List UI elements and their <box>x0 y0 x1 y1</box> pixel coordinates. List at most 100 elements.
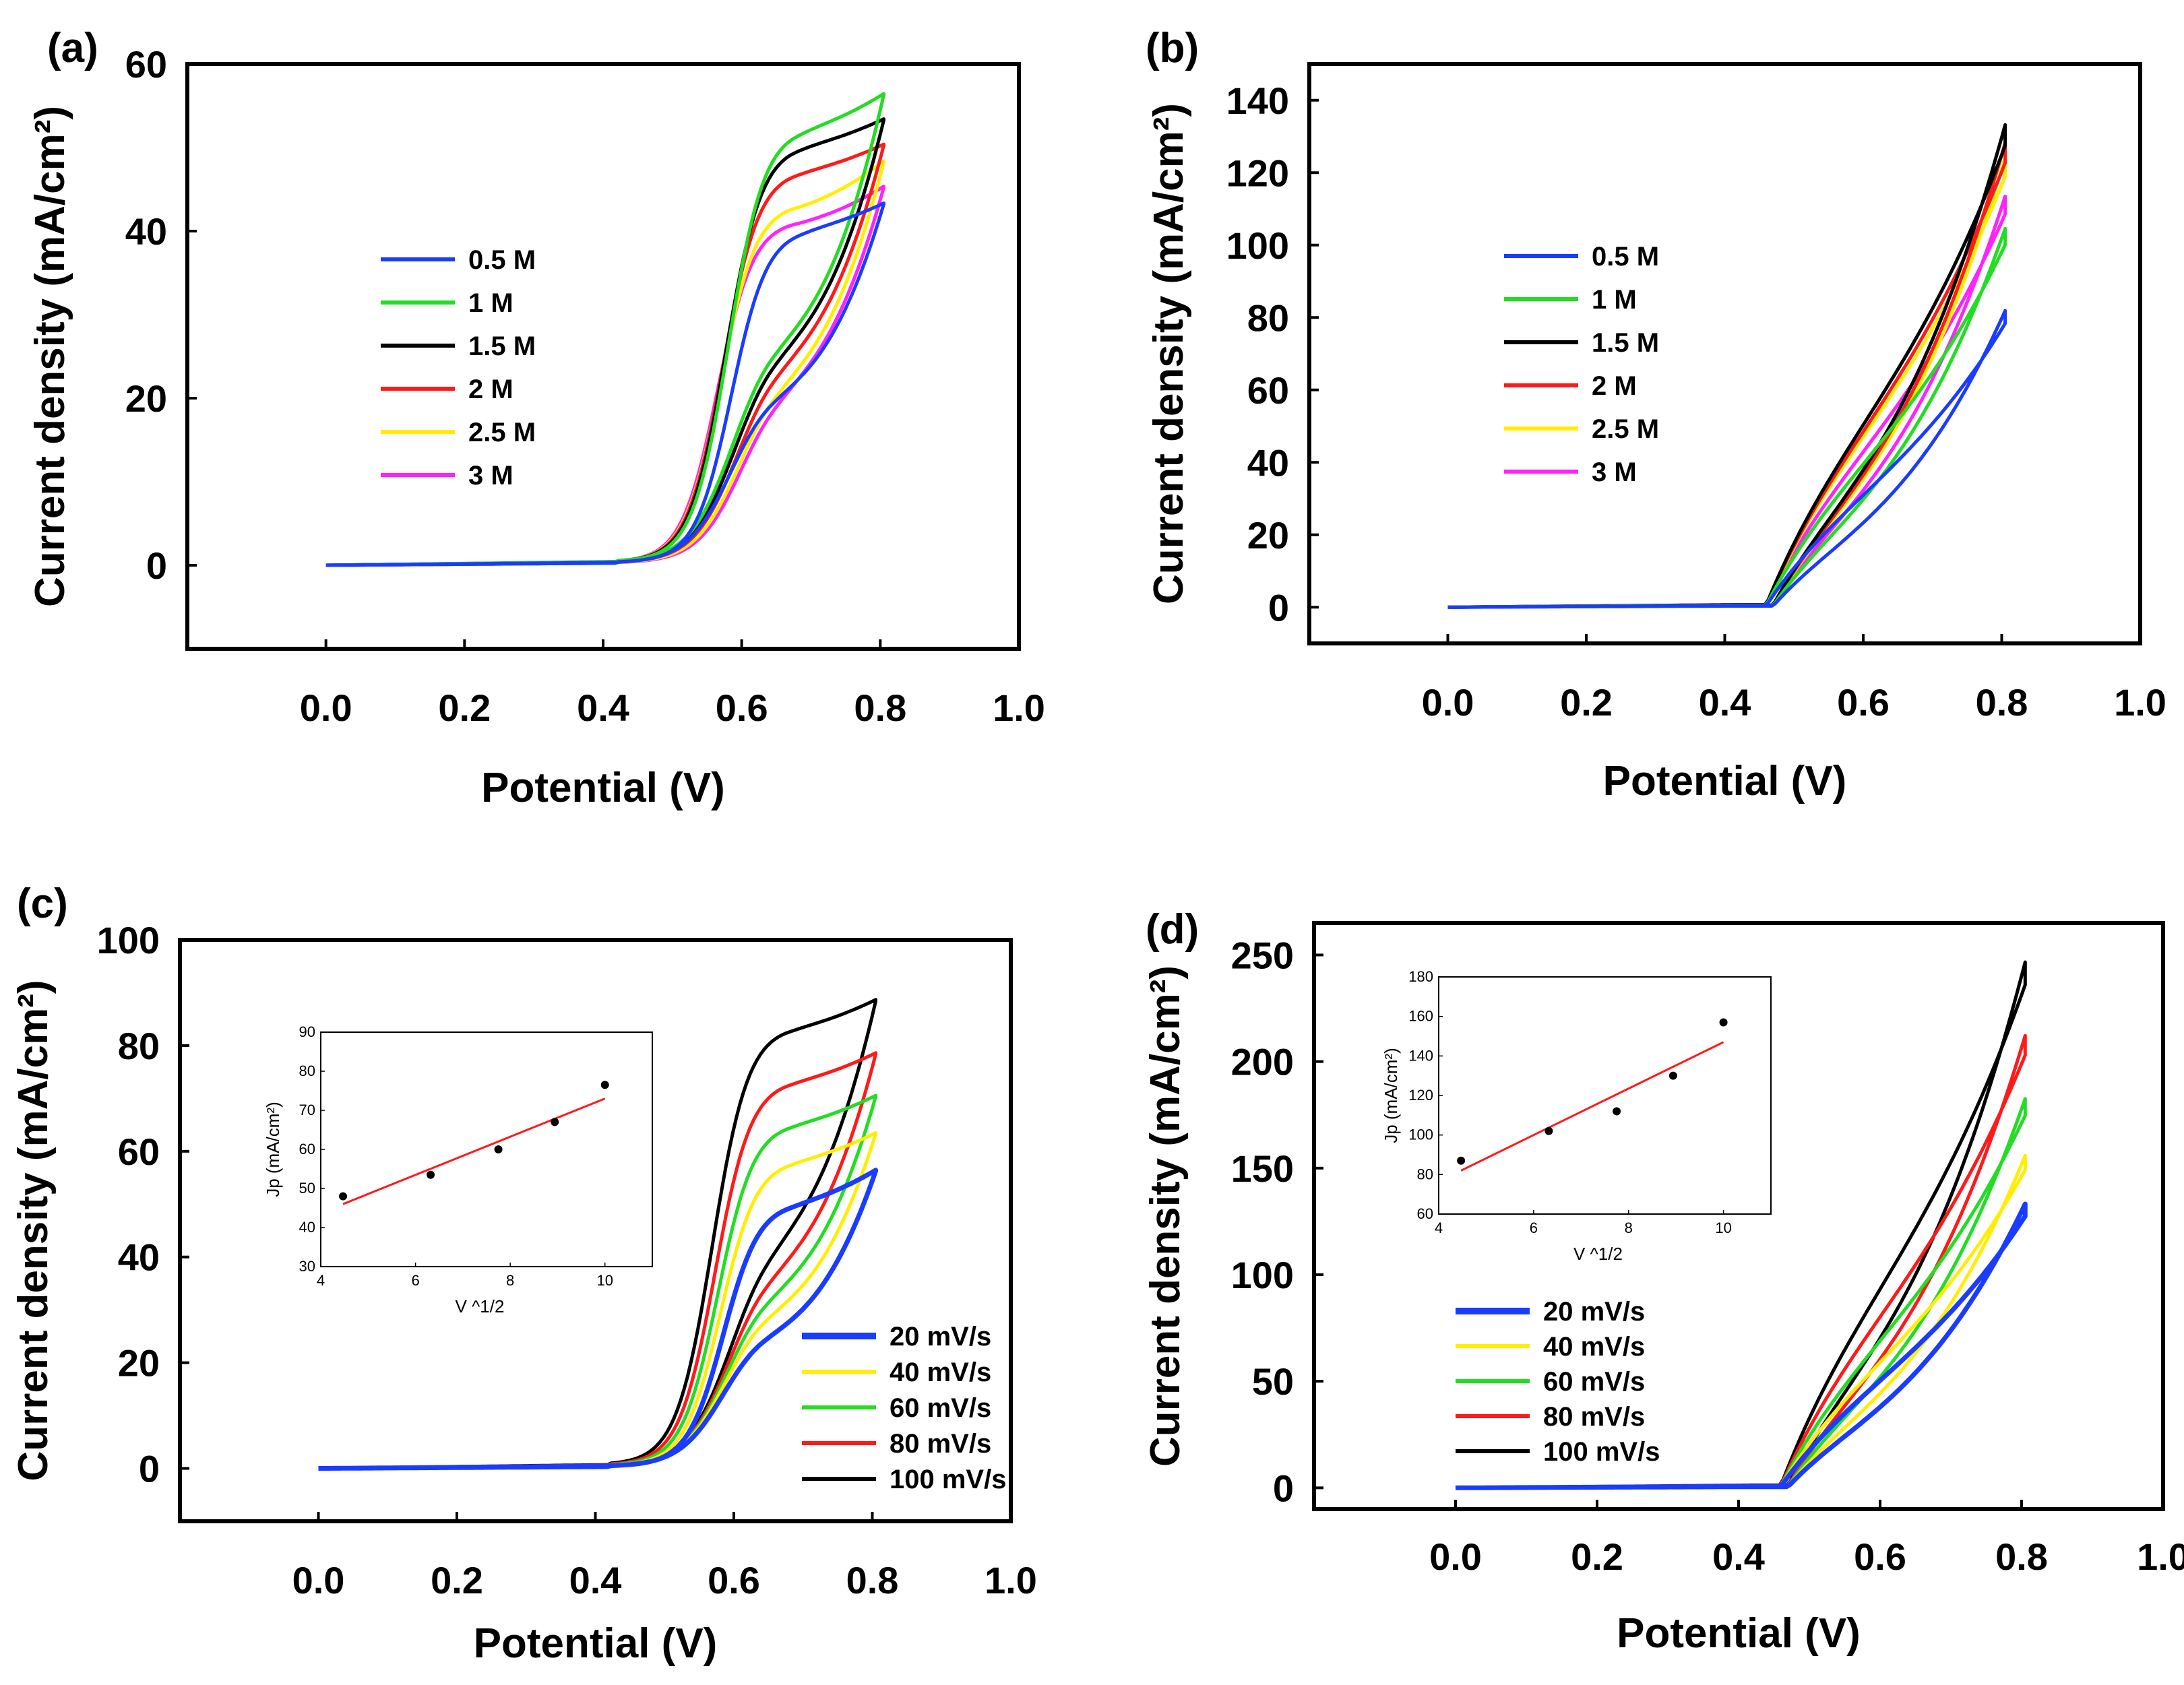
inset-x-tick-label: 6 <box>1530 1219 1538 1236</box>
legend-label: 80 mV/s <box>890 1429 991 1459</box>
x-tick-label: 0.4 <box>1699 681 1751 724</box>
inset-plot: 30 40 50 60 70 80 90 4 6 8 10 V ^1/2 Jp (mA/cm²) <box>263 1023 653 1316</box>
inset-y-tick-label: 80 <box>1417 1166 1433 1182</box>
inset-x-tick-label: 8 <box>506 1272 514 1289</box>
panel-label: (c) <box>17 881 68 927</box>
y-tick-label: 20 <box>125 377 167 420</box>
legend-label: 0.5 M <box>468 245 536 275</box>
inset-data-point <box>427 1170 435 1179</box>
inset-data-point <box>551 1118 559 1126</box>
y-tick-label: 100 <box>97 919 160 961</box>
legend-label: 1.5 M <box>468 331 536 361</box>
series-line-2-5-m <box>1447 155 2007 609</box>
inset-x-axis-title: V ^1/2 <box>1573 1244 1623 1264</box>
y-tick-label: 60 <box>118 1131 160 1173</box>
inset-x-tick-label: 10 <box>1715 1219 1731 1236</box>
series-line-1-m <box>325 92 885 567</box>
panel-b: (b) 0 20 40 60 80 100 120 140 0.0 0.2 0.4 0.6 0.8 1.0 P… <box>1146 25 2166 804</box>
legend-label: 100 mV/s <box>890 1465 1006 1494</box>
legend-label: 0.5 M <box>1592 242 1659 272</box>
legend-label: 2 M <box>468 375 513 404</box>
y-tick-label: 50 <box>1252 1360 1294 1403</box>
legend-label: 100 mV/s <box>1543 1437 1660 1467</box>
inset-data-point <box>1545 1126 1553 1135</box>
inset-x-tick-label: 8 <box>1625 1219 1633 1236</box>
inset-y-tick-label: 60 <box>1417 1205 1433 1222</box>
legend-label: 40 mV/s <box>890 1358 991 1387</box>
inset-x-axis-title: V ^1/2 <box>456 1296 505 1316</box>
inset-data-point <box>1668 1071 1677 1080</box>
series-line-20-mv-s <box>1455 1201 2028 1490</box>
y-axis-title: Current density (mA/cm²) <box>1142 965 1189 1467</box>
inset-x-tick-label: 4 <box>1435 1219 1443 1236</box>
legend-label: 1.5 M <box>1592 328 1659 358</box>
x-tick-label: 1.0 <box>2137 1535 2184 1578</box>
inset-y-tick-label: 180 <box>1408 968 1433 985</box>
series-line-1-m <box>1447 226 2007 609</box>
legend-label: 60 mV/s <box>890 1393 991 1423</box>
y-tick-label: 150 <box>1231 1147 1294 1190</box>
y-axis-title: Current density (mA/cm²) <box>1146 103 1192 604</box>
inset-frame <box>320 1031 653 1267</box>
legend-label: 80 mV/s <box>1543 1402 1645 1432</box>
inset-y-tick-label: 30 <box>299 1258 315 1275</box>
x-tick-label: 0.6 <box>1837 681 1890 724</box>
legend-label: 20 mV/s <box>890 1322 991 1352</box>
x-tick-label: 0.0 <box>300 687 352 729</box>
x-axis-title: Potential (V) <box>1603 758 1847 804</box>
series-line-1-5-m <box>1447 123 2007 609</box>
x-tick-label: 0.4 <box>1712 1535 1765 1578</box>
legend-label: 2.5 M <box>1592 414 1659 444</box>
series-line-0-5-m <box>1447 309 2007 609</box>
inset-frame <box>1438 976 1772 1215</box>
inset-data-point <box>339 1192 348 1201</box>
inset-y-tick-label: 70 <box>299 1102 315 1118</box>
x-tick-label: 0.0 <box>1429 1535 1482 1578</box>
inset-y-tick-label: 160 <box>1408 1008 1433 1025</box>
inset-plot: 60 80 100 120 140 160 180 4 6 8 10 V ^1/2 Jp (mA/cm²… <box>1381 968 1772 1264</box>
y-tick-label: 80 <box>1247 296 1289 339</box>
panel-a: (a) 0 20 40 60 0.0 0.2 0.4 0.6 0.8 1.0 Potential (V… <box>27 25 1045 811</box>
panel-label: (a) <box>47 25 98 71</box>
inset-data-point <box>1613 1107 1621 1116</box>
x-tick-label: 0.0 <box>292 1559 345 1601</box>
inset-y-tick-label: 80 <box>299 1062 315 1079</box>
y-tick-label: 40 <box>118 1236 160 1279</box>
y-axis-title: Current density (mA/cm²) <box>10 980 57 1481</box>
legend-label: 2.5 M <box>468 418 536 447</box>
x-tick-label: 0.2 <box>438 687 491 729</box>
inset-y-axis-title: Jp (mA/cm²) <box>1381 1048 1401 1143</box>
x-tick-label: 0.6 <box>708 1559 760 1601</box>
inset-y-tick-label: 100 <box>1408 1126 1433 1143</box>
y-tick-label: 120 <box>1226 152 1289 194</box>
inset-x-tick-label: 10 <box>596 1272 613 1289</box>
series-line-20-mv-s <box>318 1168 879 1471</box>
legend-label: 40 mV/s <box>1543 1332 1645 1362</box>
y-tick-label: 140 <box>1226 80 1289 122</box>
panel-label: (b) <box>1146 25 1199 71</box>
y-tick-label: 0 <box>139 1448 160 1490</box>
inset-fit-line <box>1460 1041 1724 1172</box>
x-tick-label: 0.6 <box>1854 1535 1906 1578</box>
y-tick-label: 20 <box>118 1342 160 1385</box>
y-tick-label: 100 <box>1231 1254 1294 1296</box>
y-tick-label: 100 <box>1226 224 1289 267</box>
y-tick-label: 0 <box>1268 586 1289 629</box>
series-line-0-5-m <box>325 201 885 567</box>
plot-frame <box>1307 62 2142 645</box>
x-axis-title: Potential (V) <box>1617 1610 1861 1657</box>
x-axis-title: Potential (V) <box>481 765 725 811</box>
x-tick-label: 0.4 <box>569 1559 622 1601</box>
y-tick-label: 20 <box>1247 514 1289 557</box>
legend-label: 3 M <box>1592 457 1637 487</box>
y-tick-label: 200 <box>1231 1041 1294 1083</box>
panel-label: (d) <box>1146 906 1199 953</box>
inset-data-point <box>600 1081 609 1089</box>
x-tick-label: 0.8 <box>1995 1535 2048 1578</box>
legend-label: 20 mV/s <box>1543 1297 1645 1327</box>
x-tick-label: 0.8 <box>846 1559 899 1601</box>
inset-y-axis-title: Jp (mA/cm²) <box>263 1102 283 1197</box>
inset-y-tick-label: 50 <box>299 1180 315 1197</box>
series-line-1-5-m <box>325 117 885 567</box>
